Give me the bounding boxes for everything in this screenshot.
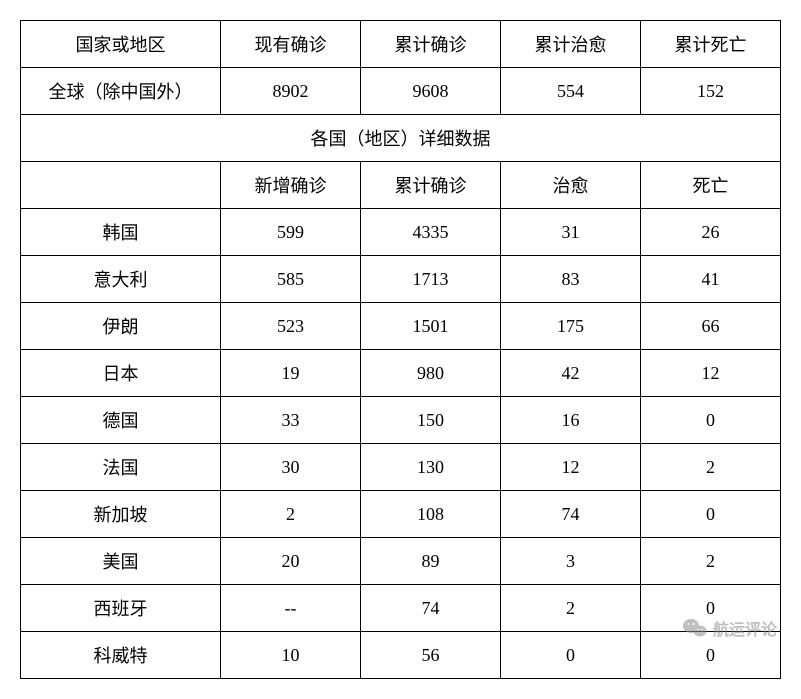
table-row: 日本199804212 [21,350,781,397]
cell-value: 2 [641,538,781,585]
country-label: 意大利 [21,256,221,303]
cell-value: 42 [501,350,641,397]
col-header-total-recovered: 累计治愈 [501,21,641,68]
section-title: 各国（地区）详细数据 [21,115,781,162]
global-current-confirmed: 8902 [221,68,361,115]
cell-value: 130 [361,444,501,491]
country-label: 美国 [21,538,221,585]
detail-col-recovered: 治愈 [501,162,641,209]
country-label: 韩国 [21,209,221,256]
detail-col-total-confirmed: 累计确诊 [361,162,501,209]
country-label: 法国 [21,444,221,491]
wechat-icon [683,618,707,638]
section-title-row: 各国（地区）详细数据 [21,115,781,162]
top-header-row: 国家或地区 现有确诊 累计确诊 累计治愈 累计死亡 [21,21,781,68]
cell-value: 585 [221,256,361,303]
cell-value: 980 [361,350,501,397]
cell-value: 20 [221,538,361,585]
cell-value: 10 [221,632,361,679]
cell-value: 74 [361,585,501,632]
detail-header-row: 新增确诊 累计确诊 治愈 死亡 [21,162,781,209]
cell-value: 2 [641,444,781,491]
covid-data-table: 国家或地区 现有确诊 累计确诊 累计治愈 累计死亡 全球（除中国外） 8902 … [20,20,781,679]
cell-value: 12 [501,444,641,491]
table-row: 德国33150160 [21,397,781,444]
table-row: 新加坡2108740 [21,491,781,538]
table-row: 美国208932 [21,538,781,585]
global-summary-row: 全球（除中国外） 8902 9608 554 152 [21,68,781,115]
table-row: 意大利58517138341 [21,256,781,303]
cell-value: 33 [221,397,361,444]
col-header-region: 国家或地区 [21,21,221,68]
cell-value: 41 [641,256,781,303]
cell-value: 0 [641,491,781,538]
cell-value: 56 [361,632,501,679]
col-header-current-confirmed: 现有确诊 [221,21,361,68]
global-label: 全球（除中国外） [21,68,221,115]
cell-value: 150 [361,397,501,444]
detail-col-blank [21,162,221,209]
watermark: 航运评论 [683,616,777,640]
cell-value: 89 [361,538,501,585]
cell-value: 12 [641,350,781,397]
cell-value: 16 [501,397,641,444]
cell-value: 523 [221,303,361,350]
col-header-total-confirmed: 累计确诊 [361,21,501,68]
country-label: 德国 [21,397,221,444]
cell-value: 74 [501,491,641,538]
cell-value: 599 [221,209,361,256]
detail-col-deaths: 死亡 [641,162,781,209]
cell-value: 30 [221,444,361,491]
country-label: 西班牙 [21,585,221,632]
cell-value: -- [221,585,361,632]
detail-col-new-confirmed: 新增确诊 [221,162,361,209]
country-label: 新加坡 [21,491,221,538]
cell-value: 31 [501,209,641,256]
cell-value: 83 [501,256,641,303]
country-label: 日本 [21,350,221,397]
table-row: 西班牙--7420 [21,585,781,632]
table-row: 法国30130122 [21,444,781,491]
watermark-text: 航运评论 [713,616,777,640]
cell-value: 175 [501,303,641,350]
table-row: 伊朗523150117566 [21,303,781,350]
cell-value: 2 [501,585,641,632]
table-row: 科威特105600 [21,632,781,679]
country-label: 科威特 [21,632,221,679]
cell-value: 4335 [361,209,501,256]
global-total-deaths: 152 [641,68,781,115]
cell-value: 19 [221,350,361,397]
global-total-recovered: 554 [501,68,641,115]
cell-value: 1713 [361,256,501,303]
global-total-confirmed: 9608 [361,68,501,115]
cell-value: 3 [501,538,641,585]
col-header-total-deaths: 累计死亡 [641,21,781,68]
cell-value: 108 [361,491,501,538]
country-label: 伊朗 [21,303,221,350]
cell-value: 1501 [361,303,501,350]
cell-value: 26 [641,209,781,256]
cell-value: 2 [221,491,361,538]
cell-value: 0 [501,632,641,679]
table-row: 韩国59943353126 [21,209,781,256]
cell-value: 0 [641,397,781,444]
cell-value: 66 [641,303,781,350]
